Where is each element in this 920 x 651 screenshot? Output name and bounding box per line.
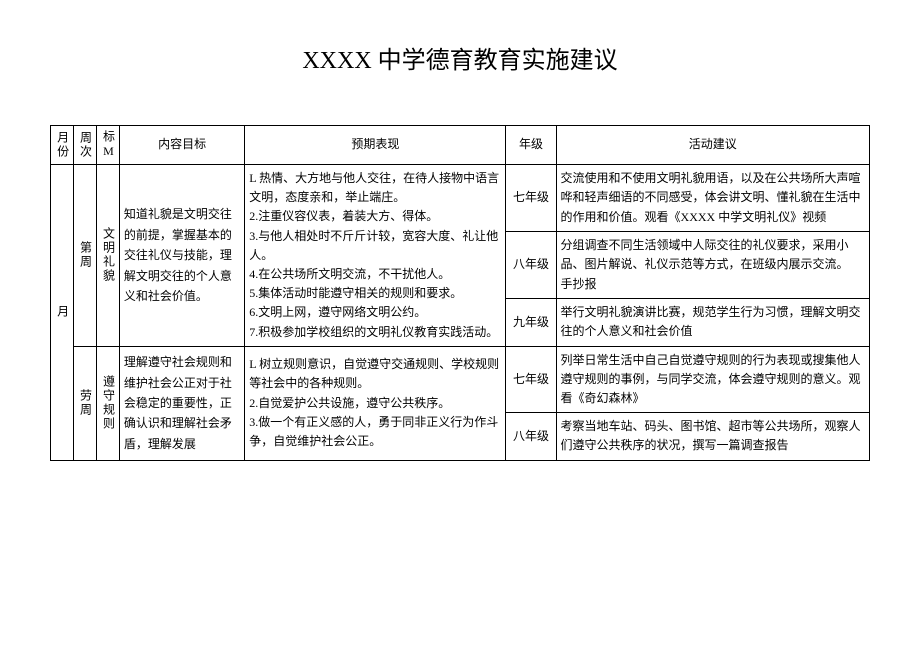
- cell-expected-2: L 树立规则意识，自觉遵守交通规则、学校规则等社会中的各种规则。2.自觉爱护公共…: [245, 346, 506, 460]
- table-row: 劳周 遵守规则 理解遵守社会规则和维护社会公正对于社会稳定的重要性，正确认识和理…: [51, 346, 870, 413]
- cell-grade: 七年级: [506, 165, 556, 232]
- header-activity: 活动建议: [556, 126, 869, 165]
- header-goal: 内容目标: [119, 126, 244, 165]
- cell-goal-1: 知道礼貌是文明交往的前提，掌握基本的交往礼仪与技能，理解文明交往的个人意义和社会…: [119, 165, 244, 347]
- cell-activity: 举行文明礼貌演讲比赛，规范学生行为习惯，理解文明交往的个人意义和社会价值: [556, 299, 869, 347]
- cell-goal-2: 理解遵守社会规则和维护社会公正对于社会稳定的重要性，正确认识和理解社会矛盾，理解…: [119, 346, 244, 460]
- table-header-row: 月份 周次 标M 内容目标 预期表现 年级 活动建议: [51, 126, 870, 165]
- cell-flag-2: 遵守规则: [96, 346, 119, 460]
- cell-grade: 八年级: [506, 413, 556, 460]
- header-grade: 年级: [506, 126, 556, 165]
- header-month: 月份: [51, 126, 74, 165]
- cell-grade: 八年级: [506, 232, 556, 299]
- cell-flag-1: 文明礼貌: [96, 165, 119, 347]
- cell-grade: 九年级: [506, 299, 556, 347]
- cell-grade: 七年级: [506, 346, 556, 413]
- cell-week-1: 第周: [73, 165, 96, 347]
- cell-week-2: 劳周: [73, 346, 96, 460]
- cell-month: 月: [51, 165, 74, 461]
- cell-activity: 交流使用和不使用文明礼貌用语，以及在公共场所大声喧哗和轻声细语的不同感受，体会讲…: [556, 165, 869, 232]
- cell-expected-1: L 热情、大方地与他人交往，在待人接物中语言文明，态度亲和，举止端庄。2.注重仪…: [245, 165, 506, 347]
- page-title: XXXX 中学德育教育实施建议: [50, 40, 870, 75]
- cell-activity: 分组调查不同生活领域中人际交往的礼仪要求，采用小品、图片解说、礼仪示范等方式，在…: [556, 232, 869, 299]
- cell-activity: 列举日常生活中自己自觉遵守规则的行为表现或搜集他人遵守规则的事例，与同学交流，体…: [556, 346, 869, 413]
- header-week: 周次: [73, 126, 96, 165]
- education-table: 月份 周次 标M 内容目标 预期表现 年级 活动建议 月 第周 文明礼貌 知道礼…: [50, 125, 870, 461]
- cell-activity: 考察当地车站、码头、图书馆、超市等公共场所，观察人们遵守公共秩序的状况，撰写一篇…: [556, 413, 869, 460]
- header-flag: 标M: [96, 126, 119, 165]
- table-row: 月 第周 文明礼貌 知道礼貌是文明交往的前提，掌握基本的交往礼仪与技能，理解文明…: [51, 165, 870, 232]
- header-expected: 预期表现: [245, 126, 506, 165]
